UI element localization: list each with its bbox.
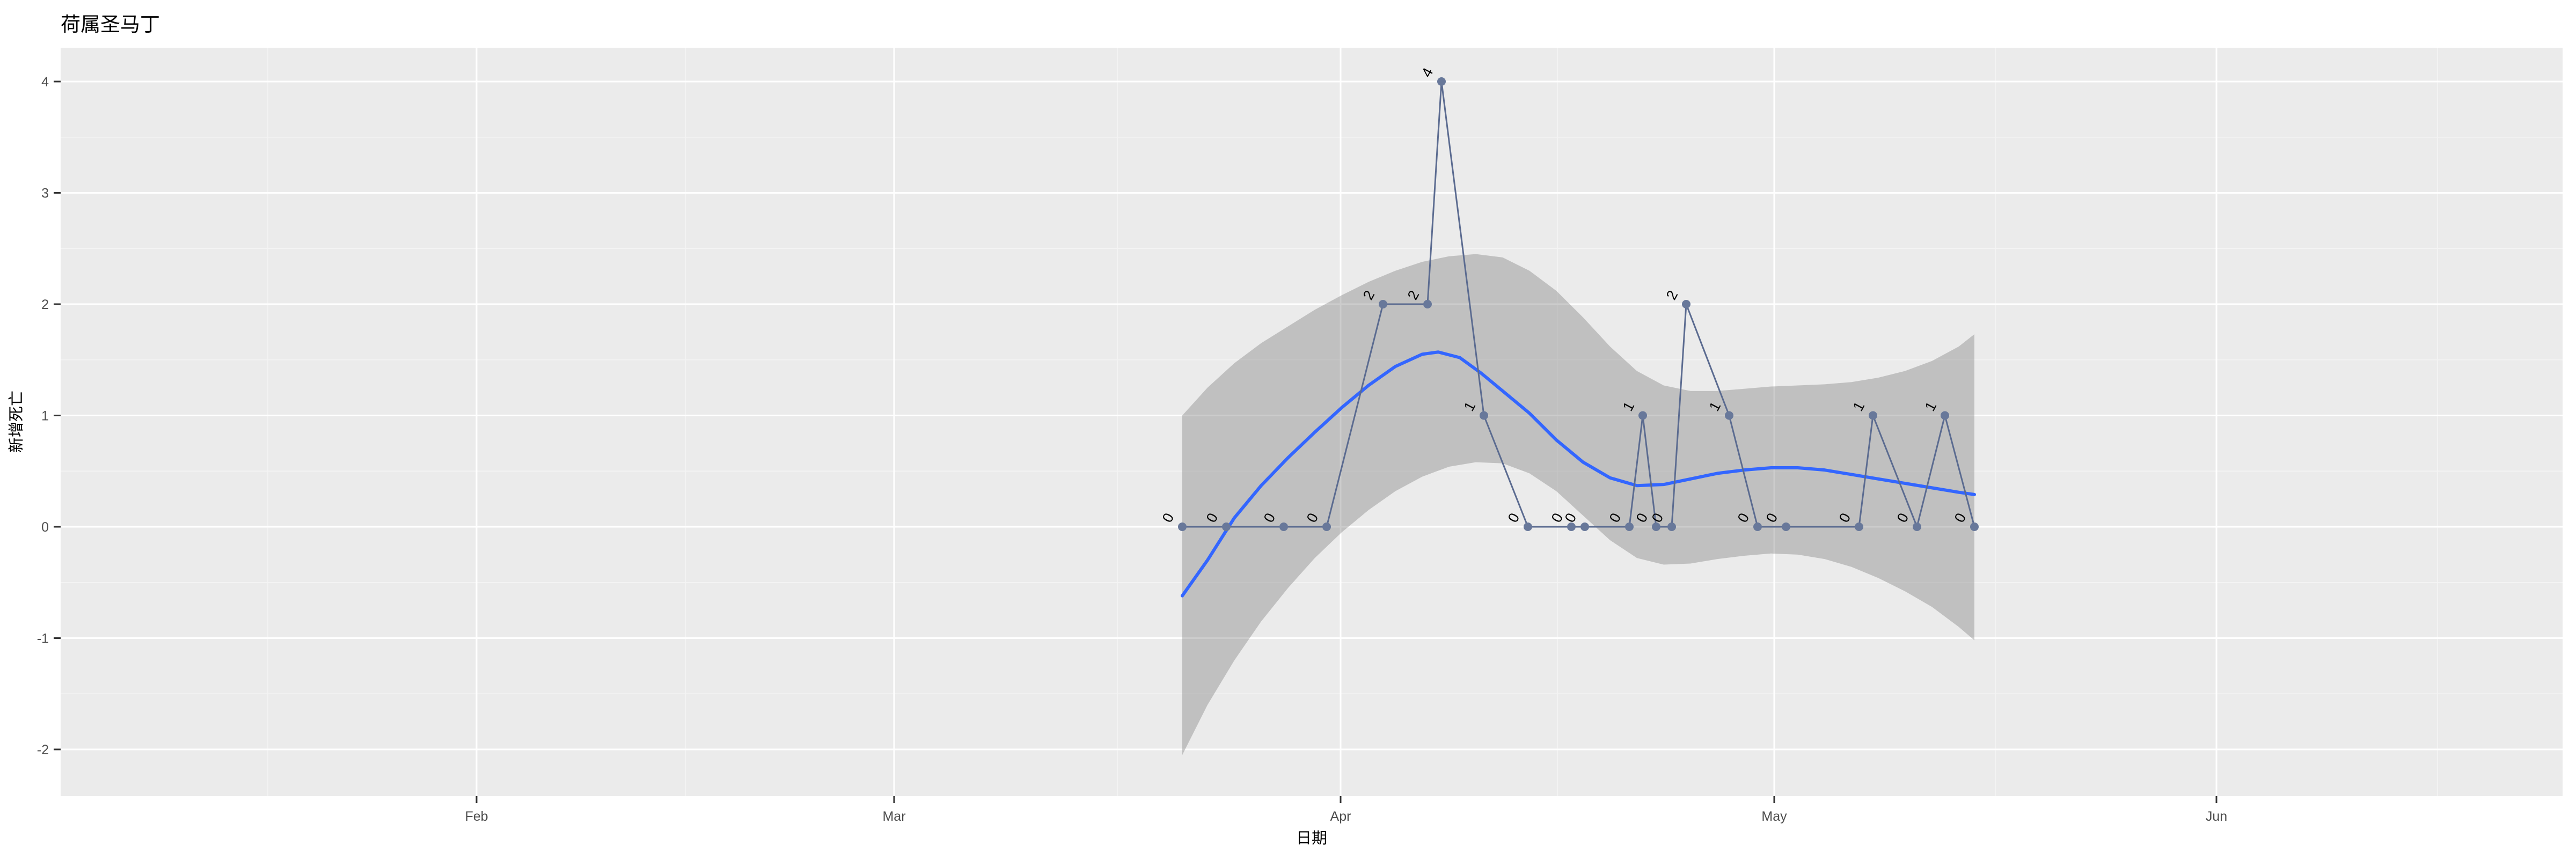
plot-title: 荷属圣马丁 xyxy=(61,13,160,35)
data-line-path xyxy=(1182,80,1975,528)
data-point-marker xyxy=(1855,523,1863,531)
confidence-band-area xyxy=(1182,254,1974,755)
y-tick-label: -1 xyxy=(37,631,49,646)
confidence-band xyxy=(1182,254,1974,755)
data-point-marker xyxy=(1782,523,1790,531)
data-point-marker xyxy=(1682,300,1690,308)
data-point-marker xyxy=(1913,523,1921,531)
y-tick-label: 4 xyxy=(41,75,49,90)
x-tick-label: Feb xyxy=(465,809,488,824)
data-point-marker xyxy=(1480,411,1488,420)
gridlines-minor xyxy=(61,48,2563,796)
data-point-marker xyxy=(1423,300,1432,308)
smooth-trend-line xyxy=(1181,350,1976,598)
y-axis-ticks: 4 3 2 1 0 -1 -2 xyxy=(37,75,61,757)
y-tick-label: 0 xyxy=(41,520,49,535)
data-point-marker xyxy=(1941,411,1949,420)
data-point-marker xyxy=(1652,523,1660,531)
y-tick-label: 2 xyxy=(41,297,49,312)
data-point-marker xyxy=(1222,523,1231,531)
x-axis-ticks: Feb Mar Apr May Jun xyxy=(465,796,2227,824)
data-line xyxy=(1182,80,1975,528)
plot-panel xyxy=(61,48,2563,796)
data-point-marker xyxy=(1753,523,1762,531)
y-axis-title: 新增死亡 xyxy=(8,391,25,453)
data-point-marker xyxy=(1625,523,1634,531)
data-point-marker xyxy=(1178,523,1187,531)
x-tick-label: Apr xyxy=(1330,809,1351,824)
data-point-marker xyxy=(1322,523,1331,531)
x-tick-label: Jun xyxy=(2206,809,2227,824)
data-point-marker xyxy=(1379,300,1387,308)
data-point-marker xyxy=(1567,523,1576,531)
data-point-marker xyxy=(1638,411,1647,420)
data-point-marker xyxy=(1580,523,1589,531)
y-tick-label: 1 xyxy=(41,409,49,424)
x-tick-label: May xyxy=(1761,809,1787,824)
data-point-marker xyxy=(1524,523,1532,531)
x-axis-title: 日期 xyxy=(1296,830,1327,847)
data-point-marker xyxy=(1437,77,1446,86)
y-tick-label: 3 xyxy=(41,186,49,201)
smooth-line-path xyxy=(1181,350,1976,598)
data-point-marker xyxy=(1725,411,1733,420)
y-tick-label: -2 xyxy=(37,742,49,757)
data-point-marker xyxy=(1667,523,1676,531)
data-point-marker xyxy=(1279,523,1288,531)
data-point-marker xyxy=(1869,411,1877,420)
data-point-marker xyxy=(1970,523,1979,531)
data-points xyxy=(1178,77,1979,531)
x-tick-label: Mar xyxy=(882,809,905,824)
